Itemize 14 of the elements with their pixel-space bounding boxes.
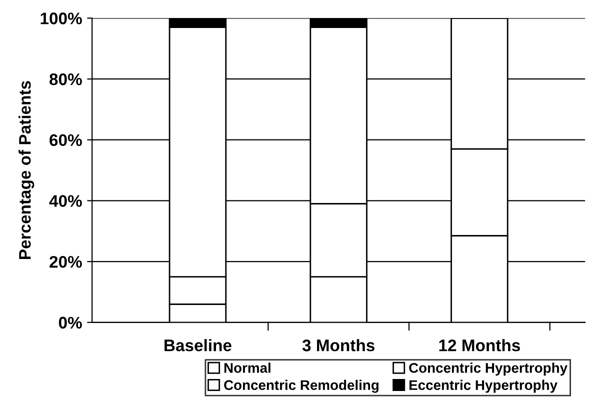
legend-label: Eccentric Hypertrophy [409, 380, 558, 393]
y-tick-label: 0% [58, 316, 82, 329]
y-tick-label: 100% [40, 12, 82, 24]
y-axis-title: Percentage of Patients [18, 81, 34, 259]
y-tick-label: 60% [50, 134, 82, 146]
x-tick-label: 3 Months [302, 339, 374, 352]
y-tick-label: 20% [50, 256, 82, 268]
y-tick-label: 80% [50, 73, 82, 86]
legend-label: Concentric Hypertrophy [409, 362, 568, 376]
legend-label: Concentric Remodeling [224, 380, 378, 393]
x-tick-label: Baseline [164, 339, 232, 352]
legend-label: Normal [224, 362, 270, 373]
y-tick-label: 40% [49, 195, 82, 207]
x-tick-label: 12 Months [439, 339, 520, 352]
